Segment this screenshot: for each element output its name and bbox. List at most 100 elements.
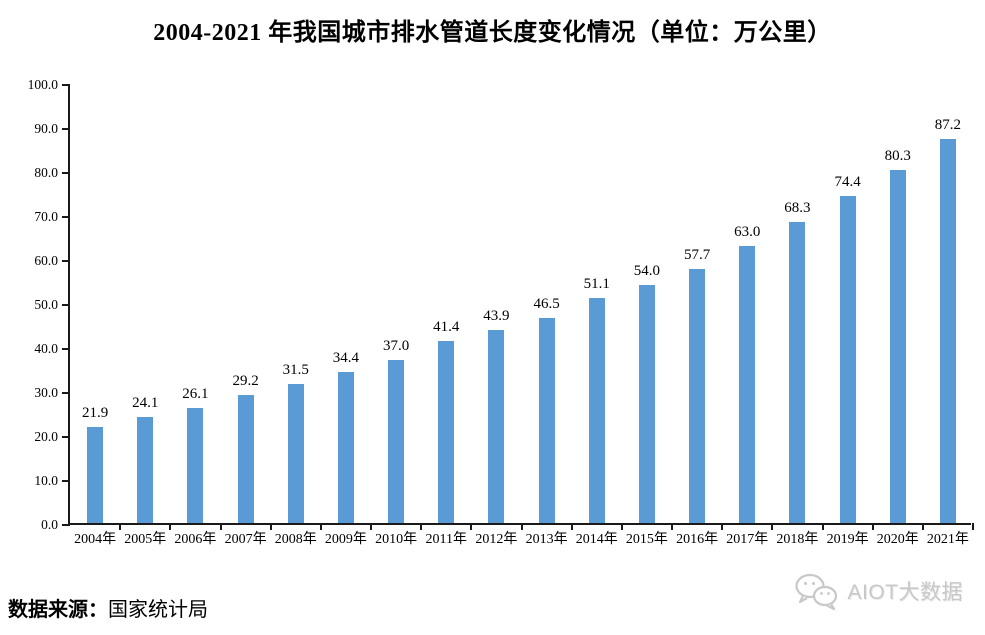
bar xyxy=(939,139,956,523)
bar-value-label: 87.2 xyxy=(934,117,962,134)
bar xyxy=(438,340,455,523)
bar xyxy=(388,360,405,523)
x-axis-tick-label: 2006年 xyxy=(174,532,217,547)
x-axis-tick xyxy=(921,523,924,530)
bar-category: 34.4 xyxy=(321,85,371,523)
data-source-label: 数据来源： xyxy=(8,599,108,621)
bar-category: 74.4 xyxy=(823,85,873,523)
y-axis-tick xyxy=(62,304,70,306)
bar-category: 41.4 xyxy=(421,85,471,523)
bar xyxy=(337,371,354,523)
x-axis-tick-label: 2017年 xyxy=(726,532,769,547)
x-axis-tick-label: 2012年 xyxy=(475,532,518,547)
x-axis-tick xyxy=(169,523,172,530)
x-axis-tick-label: 2004年 xyxy=(74,532,117,547)
x-axis-tick xyxy=(570,523,573,530)
bar xyxy=(137,416,154,523)
x-axis-tick xyxy=(620,523,623,530)
bar xyxy=(538,318,555,523)
bar-value-label: 41.4 xyxy=(433,318,460,335)
bar-category: 24.1 xyxy=(120,85,170,523)
x-axis-tick-label: 2021年 xyxy=(926,532,969,547)
bar xyxy=(789,222,806,523)
bar xyxy=(287,384,304,523)
bar-category: 43.9 xyxy=(471,85,521,523)
x-axis-tick-label: 2009年 xyxy=(324,532,367,547)
x-axis-tick xyxy=(219,523,222,530)
y-axis-tick xyxy=(62,260,70,262)
x-axis-tick xyxy=(972,523,974,530)
x-axis-tick xyxy=(771,523,774,530)
y-axis-tick-label: 40.0 xyxy=(34,341,58,356)
x-axis-tick-label: 2020年 xyxy=(876,532,919,547)
bar xyxy=(839,195,856,523)
x-axis-tick xyxy=(470,523,473,530)
x-axis-tick-label: 2018年 xyxy=(776,532,819,547)
bar-category: 37.0 xyxy=(371,85,421,523)
bar-category: 68.3 xyxy=(772,85,822,523)
bar-value-label: 68.3 xyxy=(784,200,811,217)
bar xyxy=(87,426,104,523)
bar-value-label: 29.2 xyxy=(232,372,259,389)
x-axis-tick xyxy=(370,523,372,530)
bar-category: 87.2 xyxy=(923,85,973,523)
bar-value-label: 34.4 xyxy=(332,349,360,366)
bar-value-label: 26.1 xyxy=(182,386,209,403)
x-axis-tick-label: 2011年 xyxy=(425,532,467,547)
x-axis-tick xyxy=(721,523,724,530)
bar-value-label: 37.0 xyxy=(382,338,410,355)
x-axis-tick xyxy=(821,523,824,530)
chart-title: 2004-2021 年我国城市排水管道长度变化情况（单位：万公里） xyxy=(153,20,832,46)
x-axis-tick-label: 2007年 xyxy=(224,532,267,547)
bar-value-label: 74.4 xyxy=(834,173,861,190)
x-axis-tick-label: 2010年 xyxy=(375,532,418,547)
bar xyxy=(889,169,906,523)
x-axis-tick-label: 2015年 xyxy=(625,532,668,547)
x-axis-tick xyxy=(119,523,122,530)
y-axis-tick-label: 30.0 xyxy=(34,385,58,400)
bar-value-label: 21.9 xyxy=(81,404,109,421)
y-axis-tick xyxy=(62,84,70,86)
bar-value-label: 80.3 xyxy=(884,147,911,164)
y-axis-tick-label: 20.0 xyxy=(34,429,58,444)
bar-value-label: 43.9 xyxy=(483,307,510,324)
y-axis-tick xyxy=(62,392,70,394)
y-axis-tick xyxy=(62,524,70,526)
x-axis-tick xyxy=(269,523,272,530)
bar-value-label: 46.5 xyxy=(533,296,560,313)
y-axis-tick xyxy=(62,172,70,174)
x-axis-tick xyxy=(871,523,874,530)
bar-value-label: 24.1 xyxy=(132,394,159,411)
y-axis-tick xyxy=(62,480,70,482)
x-axis-tick-label: 2019年 xyxy=(826,532,869,547)
y-axis-tick-label: 70.0 xyxy=(34,209,58,224)
bar-category: 21.9 xyxy=(70,85,120,523)
x-axis-tick-label: 2016年 xyxy=(676,532,719,547)
x-axis-tick xyxy=(420,523,423,530)
y-axis-tick-label: 60.0 xyxy=(34,253,58,268)
bar-value-label: 31.5 xyxy=(282,362,309,379)
x-axis-tick-label: 2008年 xyxy=(274,532,317,547)
bar-value-label: 57.7 xyxy=(683,247,711,264)
y-axis-tick-label: 80.0 xyxy=(34,165,58,180)
watermark: AIOT大数据 xyxy=(793,572,963,610)
bar-category: 80.3 xyxy=(873,85,923,523)
y-axis-tick-label: 90.0 xyxy=(34,121,58,136)
y-axis-tick-label: 50.0 xyxy=(34,297,58,312)
x-axis-tick xyxy=(520,523,523,530)
y-axis-tick-label: 10.0 xyxy=(34,473,58,488)
bar-category: 26.1 xyxy=(170,85,220,523)
bar-category: 31.5 xyxy=(271,85,321,523)
watermark-text: AIOT大数据 xyxy=(847,581,963,604)
y-axis-tick xyxy=(62,128,70,130)
x-axis-tick-label: 2014年 xyxy=(575,532,618,547)
bar-category: 51.1 xyxy=(572,85,622,523)
y-axis-tick-label: 100.0 xyxy=(27,77,58,92)
bar xyxy=(237,394,254,523)
bar-category: 54.0 xyxy=(622,85,672,523)
wechat-icon xyxy=(793,572,839,610)
x-axis-tick xyxy=(319,523,322,530)
bar-value-label: 54.0 xyxy=(633,263,661,280)
y-axis-tick xyxy=(62,216,70,218)
